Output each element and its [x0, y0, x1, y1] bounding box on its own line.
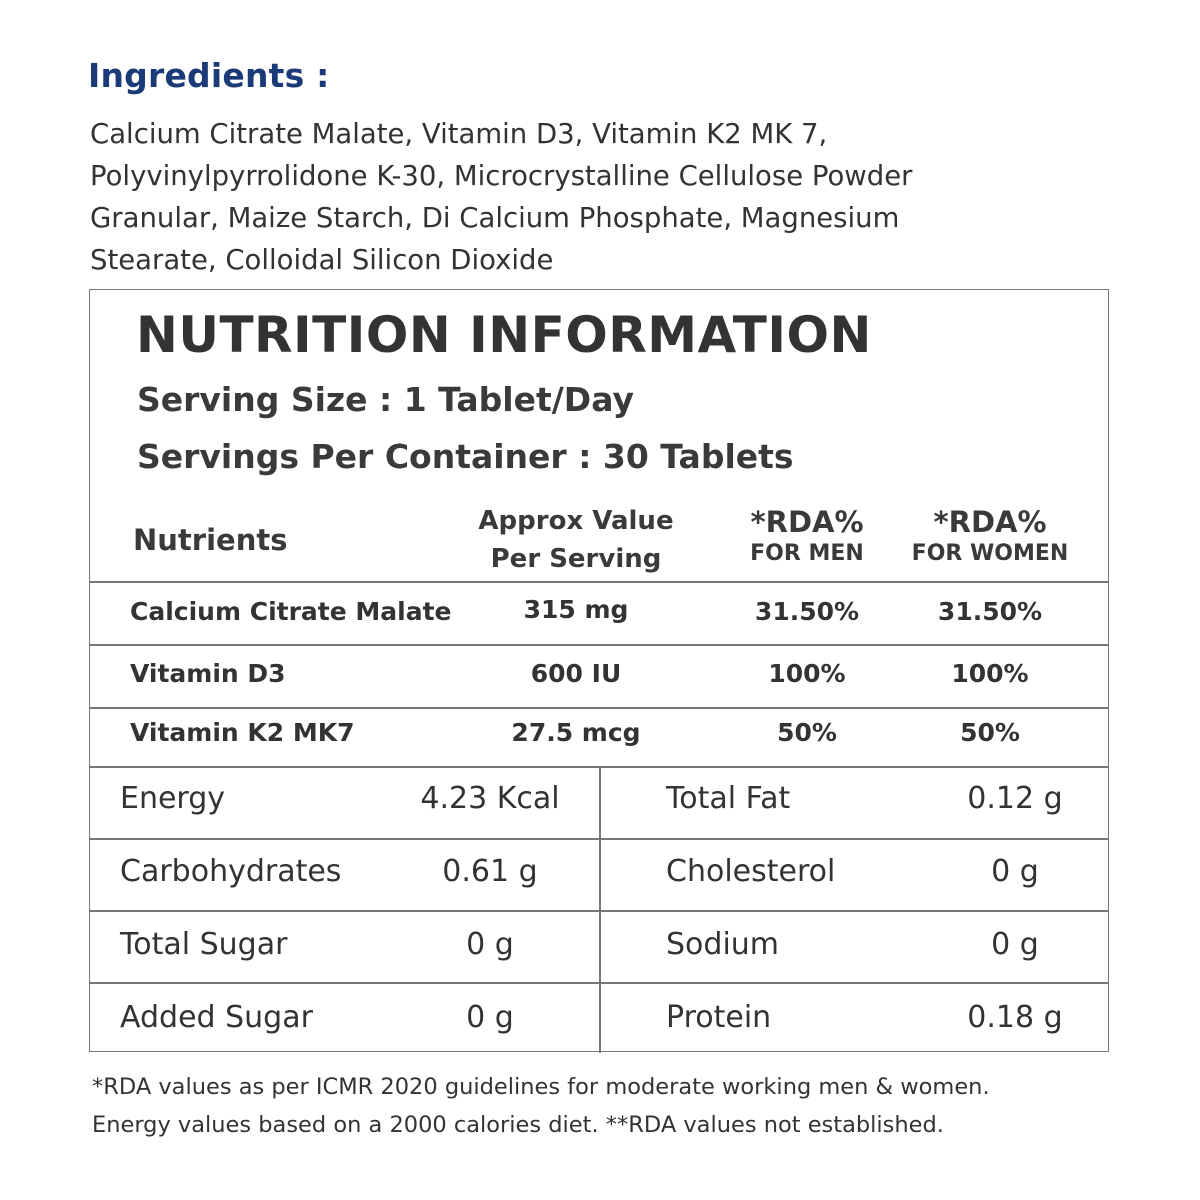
nutrient-rda-men: 50%: [777, 718, 837, 747]
fact-value: 0.61 g: [442, 854, 538, 889]
nutrient-rda-women: 50%: [960, 718, 1020, 747]
servings-per-container: Servings Per Container : 30 Tablets: [137, 437, 794, 476]
divider: [90, 581, 1108, 583]
nutrient-name: Vitamin K2 MK7: [130, 718, 355, 747]
footnote: *RDA values as per ICMR 2020 guidelines …: [92, 1068, 1112, 1144]
nutrient-value: 600 IU: [530, 659, 622, 688]
ingredients-line: Stearate, Colloidal Silicon Dioxide: [90, 244, 554, 276]
ingredients-line: Polyvinylpyrrolidone K-30, Microcrystall…: [90, 160, 913, 192]
nutrition-title: NUTRITION INFORMATION: [136, 306, 872, 364]
divider: [90, 982, 1108, 984]
header-rda-women: *RDA% FOR WOMEN: [885, 505, 1095, 569]
header-rda-men-label: FOR MEN: [750, 541, 864, 566]
nutrient-value: 315 mg: [523, 595, 629, 624]
header-approx-value: Approx Value Per Serving: [460, 502, 692, 578]
fact-label: Protein: [666, 1000, 772, 1035]
ingredients-list: Calcium Citrate Malate, Vitamin D3, Vita…: [90, 113, 1050, 281]
nutrient-rda-men: 100%: [768, 659, 846, 688]
footnote-line: Energy values based on a 2000 calories d…: [92, 1112, 944, 1138]
nutrient-rda-women: 100%: [951, 659, 1029, 688]
fact-value: 0.18 g: [967, 1000, 1063, 1035]
fact-value: 4.23 Kcal: [420, 781, 560, 816]
header-rda-men-percent: *RDA%: [750, 505, 864, 539]
fact-value: 0 g: [991, 927, 1039, 962]
column-divider: [599, 766, 601, 1053]
fact-label: Energy: [120, 781, 226, 816]
fact-label: Added Sugar: [120, 1000, 313, 1035]
header-nutrients: Nutrients: [133, 523, 288, 557]
fact-value: 0 g: [466, 927, 514, 962]
ingredients-line: Calcium Citrate Malate, Vitamin D3, Vita…: [90, 118, 828, 150]
fact-label: Sodium: [666, 927, 780, 962]
nutrient-rda-men: 31.50%: [754, 597, 860, 626]
header-approx-line2: Per Serving: [490, 544, 662, 574]
divider: [90, 707, 1108, 709]
ingredients-title: Ingredients :: [88, 56, 330, 95]
fact-value: 0.12 g: [967, 781, 1063, 816]
nutrient-name: Calcium Citrate Malate: [130, 597, 452, 626]
divider: [90, 838, 1108, 840]
divider: [90, 644, 1108, 646]
nutrition-panel: NUTRITION INFORMATION Serving Size : 1 T…: [89, 289, 1109, 1053]
divider: [90, 910, 1108, 912]
serving-size: Serving Size : 1 Tablet/Day: [137, 380, 634, 419]
fact-label: Carbohydrates: [120, 854, 342, 889]
ingredients-line: Granular, Maize Starch, Di Calcium Phosp…: [90, 202, 900, 234]
fact-label: Total Fat: [666, 781, 791, 816]
nutrient-value: 27.5 mcg: [511, 718, 641, 747]
footnote-line: *RDA values as per ICMR 2020 guidelines …: [92, 1074, 990, 1100]
header-rda-women-percent: *RDA%: [933, 505, 1047, 539]
fact-value: 0 g: [991, 854, 1039, 889]
fact-label: Total Sugar: [120, 927, 288, 962]
nutrient-name: Vitamin D3: [130, 659, 286, 688]
fact-value: 0 g: [466, 1000, 514, 1035]
header-rda-women-label: FOR WOMEN: [911, 541, 1069, 566]
header-rda-men: *RDA% FOR MEN: [702, 505, 912, 569]
nutrient-rda-women: 31.50%: [937, 597, 1043, 626]
header-approx-line1: Approx Value: [478, 506, 674, 536]
fact-label: Cholesterol: [666, 854, 836, 889]
